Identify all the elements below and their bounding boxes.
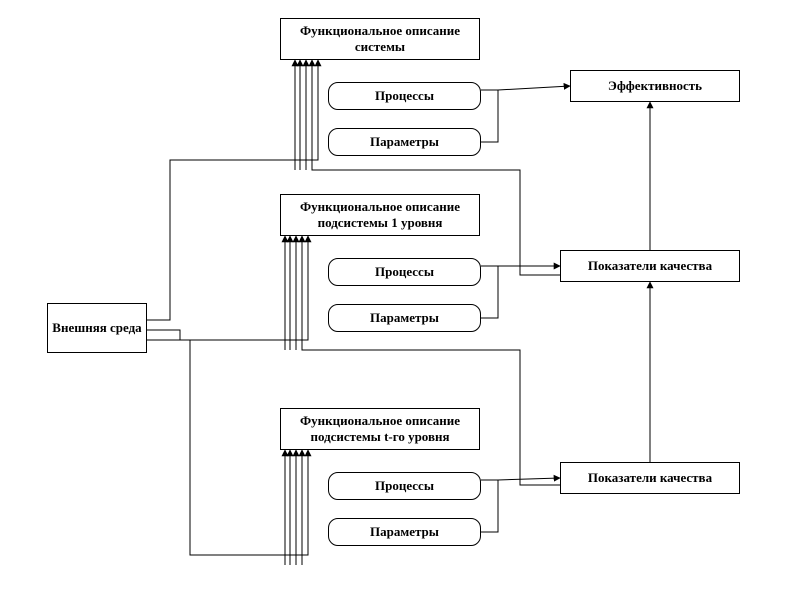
node-sub1-title-label: Функциональное описание подсистемы 1 уро… bbox=[285, 199, 475, 230]
node-sys-param-label: Параметры bbox=[370, 134, 439, 150]
node-qualt: Показатели качества bbox=[560, 462, 740, 494]
node-subt-param-label: Параметры bbox=[370, 524, 439, 540]
node-qual1: Показатели качества bbox=[560, 250, 740, 282]
node-eff: Эффективность bbox=[570, 70, 740, 102]
node-sys-param: Параметры bbox=[328, 128, 481, 156]
node-sub1-proc-label: Процессы bbox=[375, 264, 434, 280]
node-subt-proc: Процессы bbox=[328, 472, 481, 500]
node-env: Внешняя среда bbox=[47, 303, 147, 353]
node-eff-label: Эффективность bbox=[608, 78, 702, 94]
diagram-canvas: Внешняя среда Функциональное описание си… bbox=[0, 0, 800, 600]
node-qual1-label: Показатели качества bbox=[588, 258, 712, 274]
node-sys-proc-label: Процессы bbox=[375, 88, 434, 104]
node-sub1-proc: Процессы bbox=[328, 258, 481, 286]
node-sys-proc: Процессы bbox=[328, 82, 481, 110]
node-subt-title-label: Функциональное описание подсистемы t-го … bbox=[285, 413, 475, 444]
node-sys-title-label: Функциональное описание системы bbox=[285, 23, 475, 54]
node-qualt-label: Показатели качества bbox=[588, 470, 712, 486]
node-sub1-title: Функциональное описание подсистемы 1 уро… bbox=[280, 194, 480, 236]
node-subt-proc-label: Процессы bbox=[375, 478, 434, 494]
node-sub1-param-label: Параметры bbox=[370, 310, 439, 326]
node-env-label: Внешняя среда bbox=[52, 320, 141, 336]
node-sys-title: Функциональное описание системы bbox=[280, 18, 480, 60]
node-sub1-param: Параметры bbox=[328, 304, 481, 332]
node-subt-title: Функциональное описание подсистемы t-го … bbox=[280, 408, 480, 450]
node-subt-param: Параметры bbox=[328, 518, 481, 546]
